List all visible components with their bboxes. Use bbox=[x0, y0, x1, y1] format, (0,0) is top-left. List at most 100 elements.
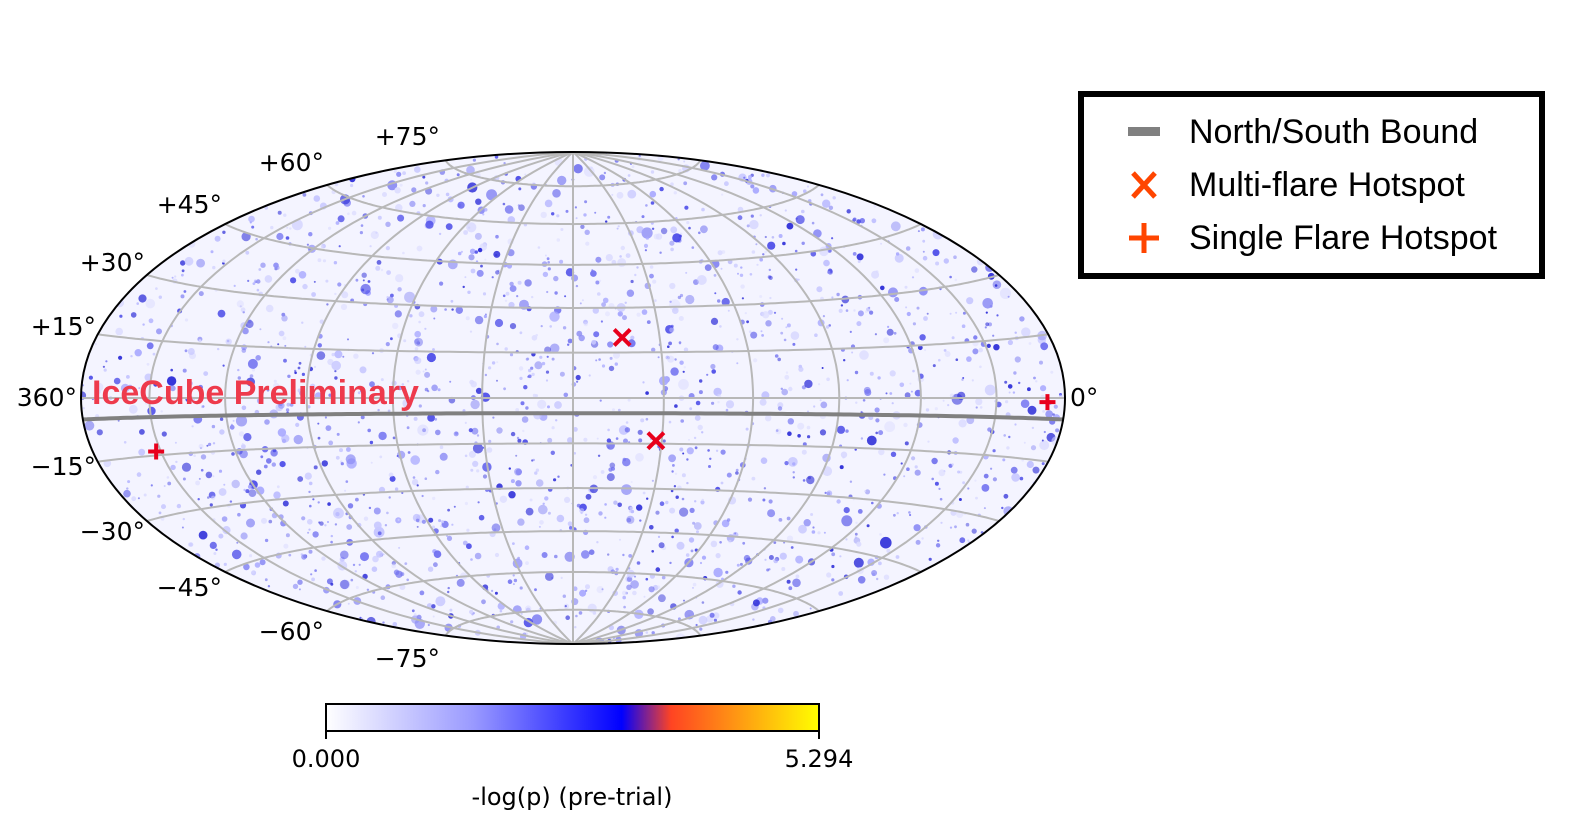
map-pixel bbox=[559, 259, 564, 264]
map-pixel bbox=[810, 513, 814, 516]
map-pixel bbox=[551, 426, 555, 430]
map-pixel bbox=[308, 481, 313, 486]
map-pixel bbox=[184, 256, 194, 266]
map-pixel bbox=[476, 434, 480, 437]
map-pixel bbox=[538, 504, 548, 515]
map-pixel bbox=[777, 607, 784, 614]
map-pixel bbox=[865, 310, 868, 313]
map-pixel bbox=[762, 597, 769, 604]
map-pixel bbox=[701, 555, 707, 560]
map-pixel bbox=[710, 540, 718, 548]
map-pixel bbox=[517, 204, 521, 207]
map-pixel bbox=[225, 338, 232, 345]
map-pixel bbox=[411, 609, 415, 613]
map-pixel bbox=[597, 454, 601, 457]
map-pixel bbox=[518, 366, 524, 371]
map-pixel bbox=[682, 370, 685, 373]
map-pixel bbox=[701, 498, 704, 502]
map-pixel bbox=[394, 187, 401, 194]
map-pixel bbox=[221, 516, 228, 522]
map-pixel bbox=[678, 379, 689, 390]
map-pixel bbox=[279, 461, 286, 468]
map-pixel bbox=[996, 314, 999, 317]
map-pixel bbox=[295, 422, 300, 427]
map-pixel bbox=[985, 311, 988, 314]
map-pixel bbox=[580, 224, 585, 229]
map-pixel bbox=[675, 495, 679, 499]
map-pixel bbox=[975, 398, 983, 406]
map-pixel bbox=[701, 431, 704, 434]
map-pixel bbox=[456, 578, 465, 587]
map-pixel bbox=[377, 215, 382, 220]
map-pixel bbox=[801, 209, 805, 214]
map-pixel bbox=[767, 241, 776, 250]
map-pixel bbox=[949, 393, 955, 398]
map-pixel bbox=[245, 489, 250, 494]
map-pixel bbox=[554, 554, 558, 559]
map-pixel bbox=[670, 489, 674, 493]
map-pixel bbox=[928, 557, 932, 561]
map-pixel bbox=[1020, 399, 1030, 409]
map-pixel bbox=[246, 518, 255, 528]
map-pixel bbox=[951, 336, 955, 340]
map-pixel bbox=[809, 607, 812, 610]
map-pixel bbox=[690, 549, 694, 553]
map-pixel bbox=[309, 383, 316, 389]
map-pixel bbox=[591, 269, 594, 272]
map-pixel bbox=[547, 405, 550, 409]
map-pixel bbox=[288, 553, 292, 557]
map-pixel bbox=[794, 249, 798, 253]
map-pixel bbox=[339, 448, 343, 453]
map-pixel bbox=[1026, 460, 1034, 469]
map-pixel bbox=[826, 377, 830, 382]
map-pixel bbox=[740, 284, 745, 289]
map-pixel bbox=[435, 429, 441, 436]
map-pixel bbox=[477, 247, 483, 253]
map-pixel bbox=[472, 443, 484, 454]
map-pixel bbox=[213, 552, 217, 555]
map-pixel bbox=[102, 365, 105, 368]
map-pixel bbox=[828, 324, 831, 327]
map-pixel bbox=[184, 318, 189, 322]
map-pixel bbox=[878, 430, 884, 436]
map-pixel bbox=[683, 160, 686, 163]
map-pixel bbox=[340, 579, 351, 590]
map-pixel bbox=[96, 429, 103, 436]
map-pixel bbox=[845, 429, 849, 433]
map-pixel bbox=[768, 555, 774, 560]
map-pixel bbox=[342, 355, 345, 358]
map-pixel bbox=[781, 388, 788, 396]
map-pixel bbox=[503, 387, 506, 391]
map-pixel bbox=[219, 429, 225, 435]
map-pixel bbox=[683, 347, 689, 352]
map-pixel bbox=[416, 525, 419, 528]
map-pixel bbox=[240, 532, 248, 540]
map-pixel bbox=[749, 219, 759, 230]
map-pixel bbox=[360, 283, 371, 295]
map-pixel bbox=[1050, 370, 1054, 374]
legend-label-boundary: North/South Bound bbox=[1189, 112, 1479, 151]
map-pixel bbox=[609, 356, 613, 360]
map-pixel bbox=[471, 427, 479, 435]
map-pixel bbox=[313, 195, 321, 202]
map-pixel bbox=[529, 498, 533, 502]
map-pixel bbox=[433, 550, 442, 558]
map-pixel bbox=[922, 255, 928, 261]
map-pixel bbox=[474, 232, 482, 240]
map-pixel bbox=[1014, 356, 1021, 363]
map-pixel bbox=[402, 251, 405, 255]
map-pixel bbox=[615, 567, 619, 571]
map-pixel bbox=[987, 427, 992, 432]
map-pixel bbox=[171, 276, 174, 279]
map-pixel bbox=[940, 521, 943, 524]
map-pixel bbox=[372, 555, 379, 563]
map-pixel bbox=[421, 494, 424, 498]
map-pixel bbox=[906, 311, 911, 317]
map-pixel bbox=[685, 553, 690, 557]
map-pixel bbox=[1041, 439, 1044, 442]
map-pixel bbox=[432, 348, 435, 351]
map-pixel bbox=[1055, 428, 1060, 433]
map-pixel bbox=[340, 462, 344, 466]
map-pixel bbox=[621, 484, 632, 495]
map-pixel bbox=[397, 385, 403, 391]
